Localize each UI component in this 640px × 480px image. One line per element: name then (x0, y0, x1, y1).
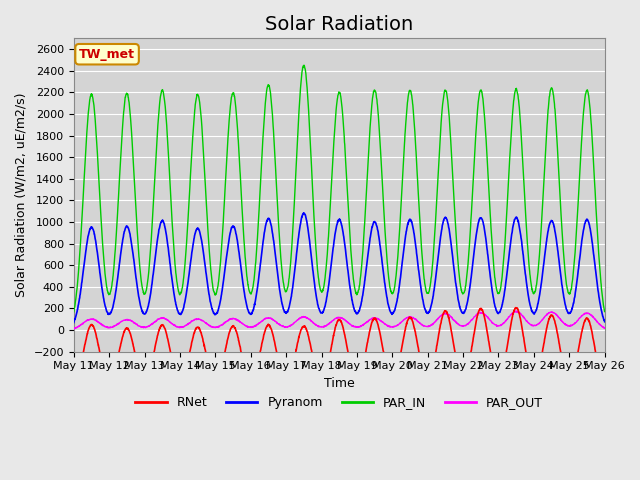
Text: TW_met: TW_met (79, 48, 135, 61)
X-axis label: Time: Time (324, 377, 355, 390)
Y-axis label: Solar Radiation (W/m2, uE/m2/s): Solar Radiation (W/m2, uE/m2/s) (15, 93, 28, 297)
Title: Solar Radiation: Solar Radiation (265, 15, 413, 34)
Legend: RNet, Pyranom, PAR_IN, PAR_OUT: RNet, Pyranom, PAR_IN, PAR_OUT (131, 391, 548, 414)
